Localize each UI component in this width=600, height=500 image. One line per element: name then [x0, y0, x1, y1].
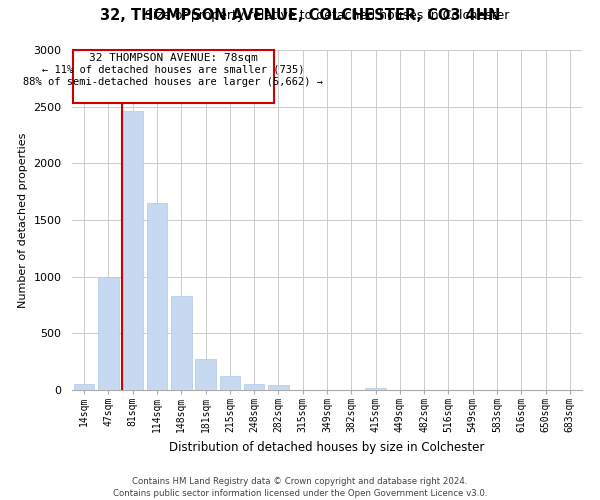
- Text: 88% of semi-detached houses are larger (5,662) →: 88% of semi-detached houses are larger (…: [23, 77, 323, 87]
- Bar: [146, 203, 167, 390]
- Text: 32 THOMPSON AVENUE: 78sqm: 32 THOMPSON AVENUE: 78sqm: [89, 54, 258, 64]
- Title: Size of property relative to detached houses in Colchester: Size of property relative to detached ho…: [145, 10, 509, 22]
- Bar: [122, 111, 143, 390]
- Bar: [365, 388, 386, 390]
- Bar: [98, 276, 119, 390]
- Bar: [171, 296, 191, 390]
- Y-axis label: Number of detached properties: Number of detached properties: [18, 132, 28, 308]
- X-axis label: Distribution of detached houses by size in Colchester: Distribution of detached houses by size …: [169, 440, 485, 454]
- FancyBboxPatch shape: [73, 50, 274, 104]
- Bar: [268, 386, 289, 390]
- Bar: [244, 384, 265, 390]
- Bar: [220, 376, 240, 390]
- Bar: [74, 384, 94, 390]
- Text: 32, THOMPSON AVENUE, COLCHESTER, CO3 4HN: 32, THOMPSON AVENUE, COLCHESTER, CO3 4HN: [100, 8, 500, 22]
- Text: Contains HM Land Registry data © Crown copyright and database right 2024.
Contai: Contains HM Land Registry data © Crown c…: [113, 476, 487, 498]
- Bar: [195, 360, 216, 390]
- Text: ← 11% of detached houses are smaller (735): ← 11% of detached houses are smaller (73…: [42, 64, 305, 74]
